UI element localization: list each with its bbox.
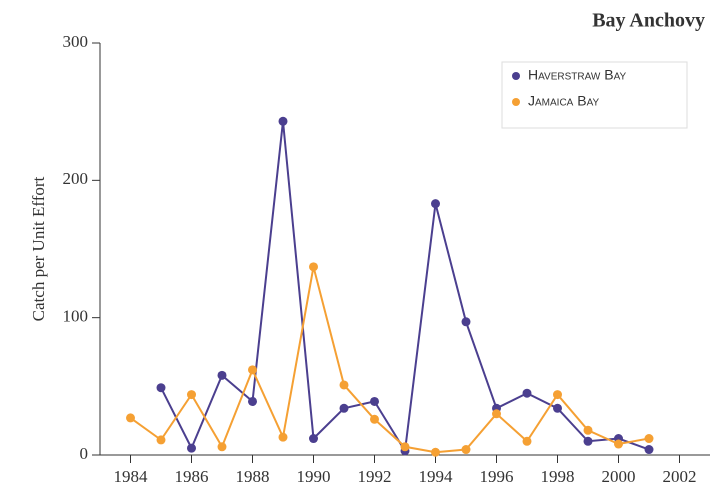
data-point xyxy=(218,442,227,451)
series-line xyxy=(161,121,649,451)
data-point xyxy=(492,409,501,418)
x-tick-label: 1990 xyxy=(297,467,331,486)
y-tick-label: 100 xyxy=(63,307,89,326)
data-point xyxy=(645,445,654,454)
data-point xyxy=(157,383,166,392)
x-tick-label: 1986 xyxy=(175,467,209,486)
data-point xyxy=(584,437,593,446)
legend-label: Haverstraw Bay xyxy=(528,67,626,83)
x-tick-label: 2002 xyxy=(663,467,697,486)
x-tick-label: 2000 xyxy=(602,467,636,486)
data-point xyxy=(248,365,257,374)
data-point xyxy=(553,390,562,399)
data-point xyxy=(645,434,654,443)
y-tick-label: 0 xyxy=(80,444,89,463)
data-point xyxy=(340,404,349,413)
chart-title: Bay Anchovy xyxy=(592,10,705,32)
data-point xyxy=(187,390,196,399)
data-point xyxy=(370,415,379,424)
data-point xyxy=(523,389,532,398)
data-point xyxy=(553,404,562,413)
data-point xyxy=(218,371,227,380)
data-point xyxy=(309,262,318,271)
data-point xyxy=(584,426,593,435)
data-point xyxy=(401,442,410,451)
x-tick-label: 1988 xyxy=(236,467,270,486)
data-point xyxy=(157,435,166,444)
x-tick-label: 1992 xyxy=(358,467,392,486)
chart: Bay Anchovy Catch per Unit Effort 0 100 20… xyxy=(0,0,721,503)
data-point xyxy=(431,448,440,457)
y-axis-label: Catch per Unit Effort xyxy=(29,176,48,321)
data-point xyxy=(614,440,623,449)
y-tick-label: 300 xyxy=(63,32,89,51)
data-point xyxy=(340,380,349,389)
legend-label: Jamaica Bay xyxy=(528,93,599,109)
data-point xyxy=(462,317,471,326)
data-point xyxy=(523,437,532,446)
data-point xyxy=(279,117,288,126)
legend-marker xyxy=(512,72,520,80)
data-point xyxy=(431,199,440,208)
y-tick-label: 200 xyxy=(63,169,89,188)
data-point xyxy=(279,433,288,442)
x-tick-label: 1996 xyxy=(480,467,514,486)
data-point xyxy=(126,413,135,422)
data-point xyxy=(370,397,379,406)
x-tick-label: 1994 xyxy=(419,467,454,486)
x-tick-label: 1998 xyxy=(541,467,575,486)
data-point xyxy=(462,445,471,454)
data-point xyxy=(309,434,318,443)
data-point xyxy=(248,397,257,406)
x-tick-label: 1984 xyxy=(114,467,149,486)
data-point xyxy=(187,444,196,453)
legend-marker xyxy=(512,98,520,106)
